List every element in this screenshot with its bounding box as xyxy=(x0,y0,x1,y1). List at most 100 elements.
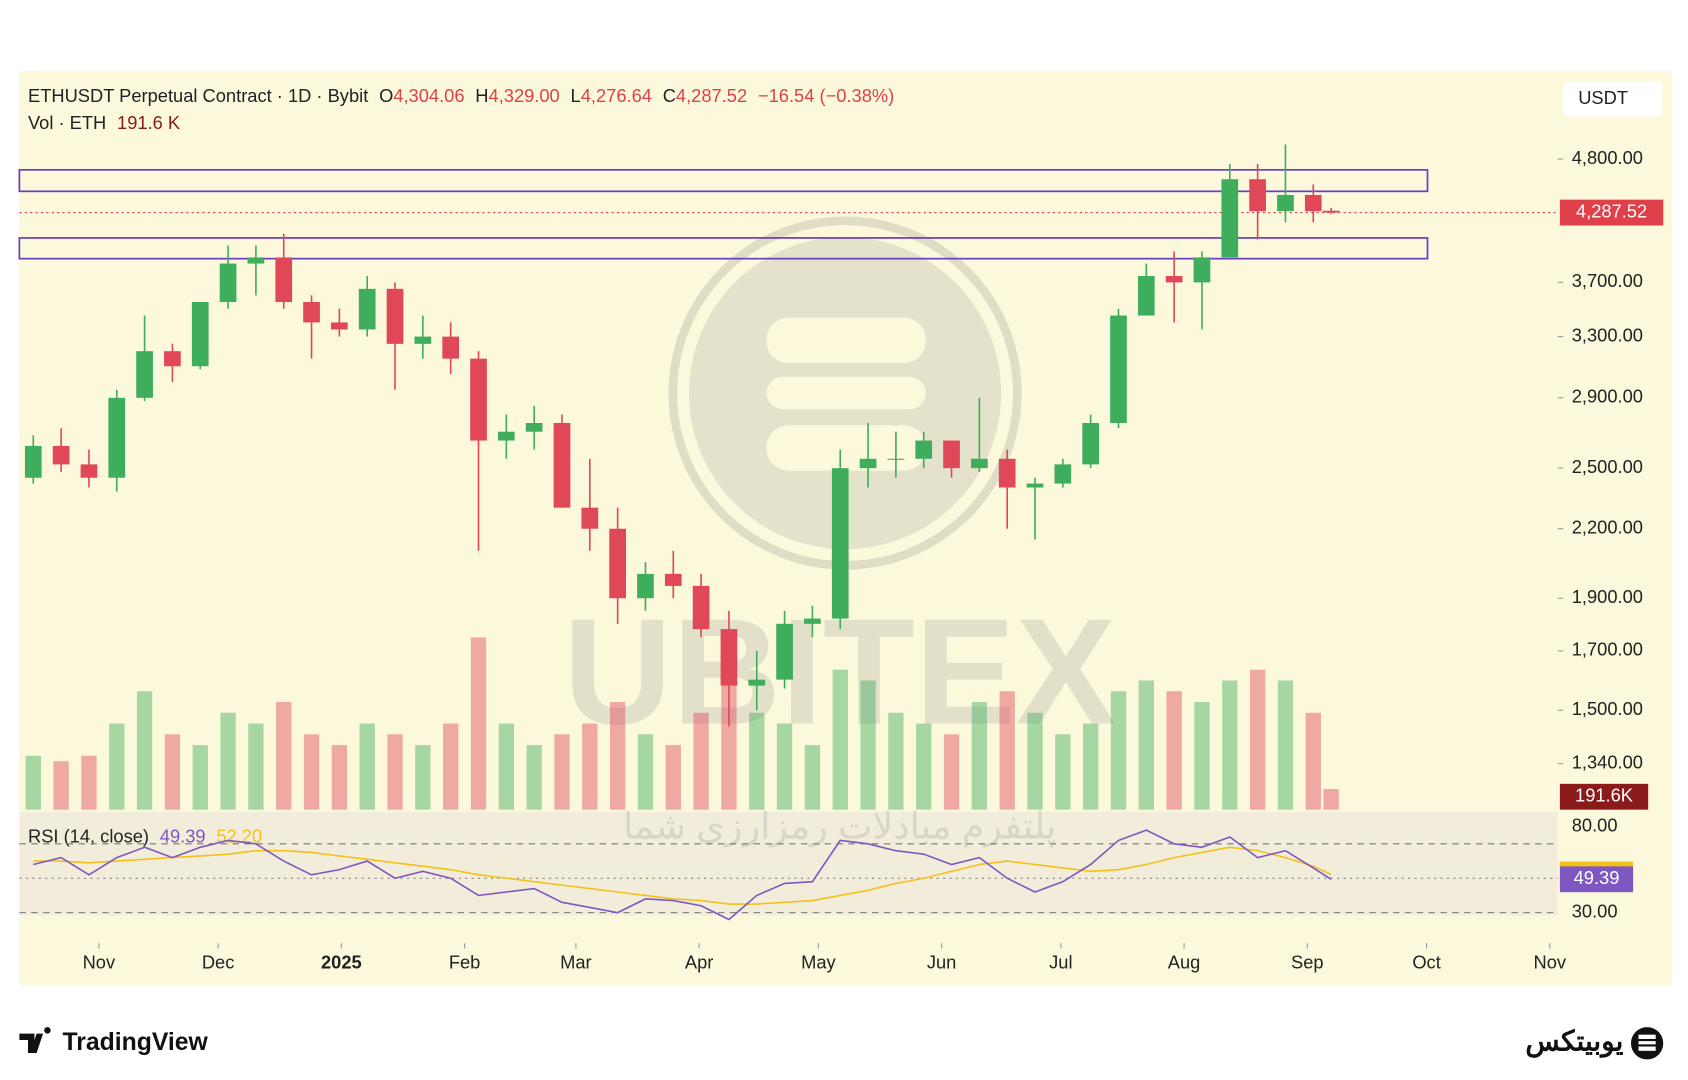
candle-body xyxy=(1165,276,1183,283)
header-close: 4,287.52 xyxy=(676,85,747,106)
volume-bar xyxy=(637,734,654,810)
candle-body xyxy=(637,573,654,599)
volume-bar xyxy=(498,723,514,810)
volume-bar xyxy=(81,755,97,810)
volume-bar xyxy=(749,712,765,810)
volume-bar xyxy=(25,755,41,810)
volume-bar xyxy=(53,761,69,810)
header-high_label: H xyxy=(475,85,488,106)
candle-body xyxy=(1249,179,1266,212)
x-tick-label: Jul xyxy=(1049,951,1072,972)
volume-bar xyxy=(776,723,793,810)
volume-bar xyxy=(1166,691,1182,810)
candle-body xyxy=(581,507,599,529)
candle-body xyxy=(1054,464,1072,484)
y-tick-label: 1,900.00 xyxy=(1572,586,1643,607)
x-tick-label: Mar xyxy=(560,951,592,972)
candle-body xyxy=(1277,194,1294,212)
volume-bar xyxy=(164,734,181,810)
volume-bar xyxy=(443,723,459,810)
candle-body xyxy=(1304,194,1322,212)
rsi-ma-line xyxy=(33,846,1332,905)
volume-bar xyxy=(609,702,626,810)
candle-body xyxy=(414,336,432,344)
candle-body xyxy=(553,422,571,508)
volume-bar xyxy=(693,712,709,810)
volume-bar xyxy=(971,702,988,810)
volume-bar xyxy=(1249,669,1266,810)
volume-bar xyxy=(1305,712,1321,810)
volume-bar xyxy=(1110,691,1127,810)
candle-body xyxy=(998,458,1016,488)
volume-bar xyxy=(665,745,681,810)
zone xyxy=(18,168,1429,193)
volume-bar xyxy=(387,734,403,810)
volume-bar xyxy=(1083,723,1099,810)
volume-bar xyxy=(1055,734,1071,810)
volume-bar xyxy=(832,669,848,810)
candle-body xyxy=(442,336,460,359)
candle-body xyxy=(1193,257,1211,283)
footer-left: TradingView xyxy=(62,1029,208,1056)
header-high: 4,329.00 xyxy=(489,85,560,106)
x-tick-label: Sep xyxy=(1291,951,1324,972)
header-open: 4,304.06 xyxy=(393,85,464,106)
x-tick-label: 2025 xyxy=(321,951,362,972)
x-tick-label: Aug xyxy=(1168,951,1201,972)
candle-body xyxy=(1026,483,1044,488)
y-tick-label: 2,900.00 xyxy=(1572,386,1643,407)
candle-body xyxy=(859,458,877,469)
y-tick-label: 1,700.00 xyxy=(1572,639,1643,660)
volume-bar xyxy=(888,712,904,810)
header: ETHUSDT Perpetual Contract · 1D · Bybit O… xyxy=(28,85,894,106)
header-volume: Vol · ETH 191.6 K xyxy=(28,112,180,133)
rsi-name: RSI (14, close) xyxy=(28,825,149,846)
volume-bar xyxy=(554,734,570,810)
footer-right: یوبیتکس xyxy=(1525,1026,1623,1059)
x-tick-label: Dec xyxy=(202,951,235,972)
y-tick-label: 3,300.00 xyxy=(1572,324,1643,345)
rsi-pane xyxy=(19,811,1558,916)
candle-body xyxy=(887,458,905,460)
currency: USDT xyxy=(1578,87,1628,108)
volume-bar xyxy=(999,691,1015,810)
volume-bar xyxy=(109,723,125,810)
candle-body xyxy=(470,358,487,441)
y-tick-label: 1,500.00 xyxy=(1572,698,1643,719)
y-tick-label: 1,340.00 xyxy=(1572,751,1643,772)
volume-label: Vol · ETH xyxy=(28,112,106,133)
volume-bar xyxy=(916,723,932,810)
volume-bar xyxy=(136,691,153,810)
volume-bar xyxy=(359,723,375,810)
candle-body xyxy=(303,302,320,323)
candle-body xyxy=(804,618,821,624)
volume-bar xyxy=(582,723,598,810)
volume-bar xyxy=(1027,712,1043,810)
candle-body xyxy=(358,288,376,330)
candle-body xyxy=(748,679,766,686)
candle-body xyxy=(776,623,793,680)
header-symbol: ETHUSDT Perpetual Contract · 1D · Bybit xyxy=(28,85,368,106)
x-tick-label: Oct xyxy=(1412,951,1440,972)
volume-bar xyxy=(1323,789,1339,810)
candle-body xyxy=(971,458,988,469)
candle-body xyxy=(191,302,209,367)
candle-body xyxy=(164,351,181,367)
candle-body xyxy=(24,445,42,478)
volume-bar xyxy=(860,680,876,810)
header-open_label: O xyxy=(379,85,393,106)
y-tick-label: 3,700.00 xyxy=(1572,270,1643,291)
volume-bar xyxy=(276,702,292,810)
candle-body xyxy=(136,351,153,398)
candle-body xyxy=(692,585,710,630)
candle-body xyxy=(247,257,265,264)
candle-body xyxy=(609,528,626,599)
brand-icon xyxy=(1630,1027,1664,1060)
header-low_label: L xyxy=(571,85,581,106)
x-tick-label: Nov xyxy=(1534,951,1567,972)
x-tick-label: Nov xyxy=(83,951,116,972)
candle-body xyxy=(1110,315,1127,423)
candle-body xyxy=(80,464,98,478)
volume-bar xyxy=(526,745,542,810)
